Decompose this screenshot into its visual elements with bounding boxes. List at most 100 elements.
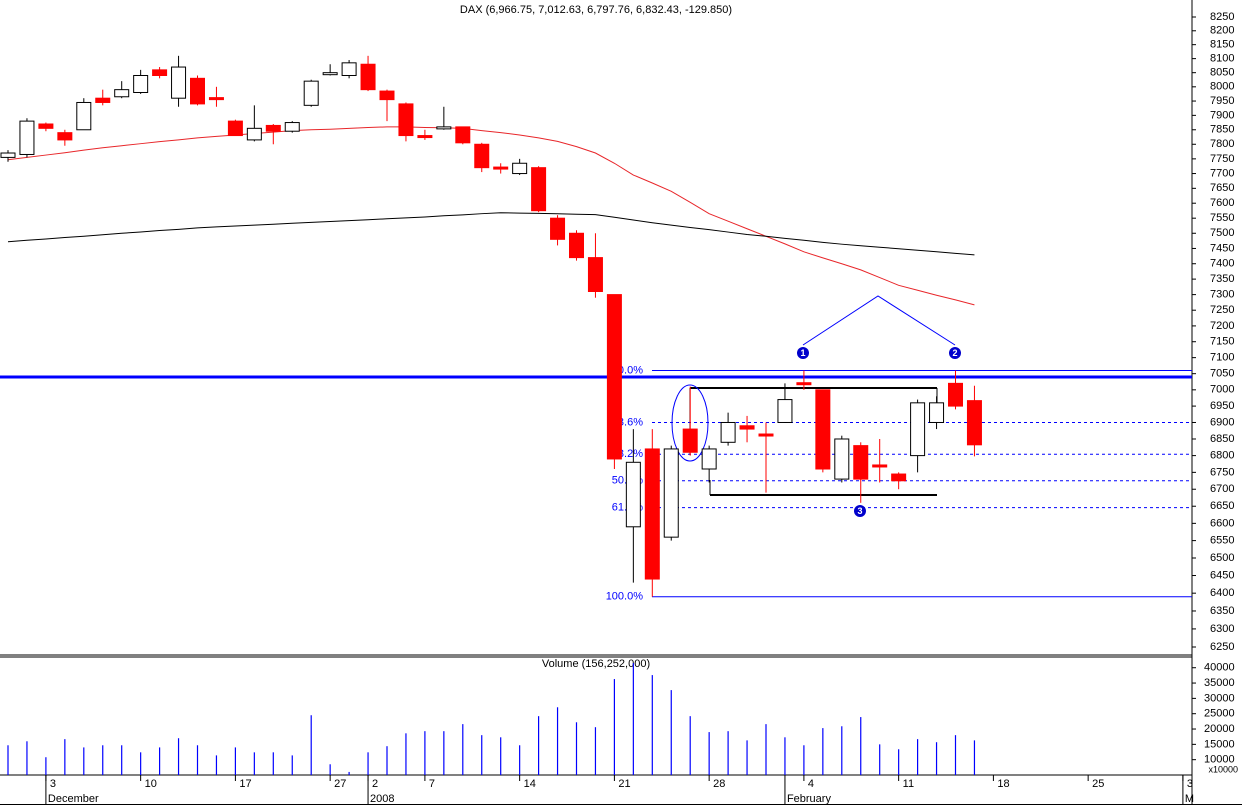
y-tick-label: 8000 — [1210, 81, 1234, 93]
moving-average — [7, 212, 975, 256]
candle-body — [891, 473, 907, 482]
candle-body — [0, 152, 16, 158]
candle-body — [796, 382, 812, 386]
y-tick-label: 7100 — [1210, 352, 1234, 364]
pattern-label: 3 — [857, 506, 862, 516]
y-tick-label: 6300 — [1210, 623, 1234, 635]
candle-body — [644, 448, 660, 580]
chart-title: DAX (6,966.75, 7,012.63, 6,797.76, 6,832… — [460, 4, 732, 16]
y-tick-label: 7400 — [1210, 258, 1234, 270]
candle-body — [114, 89, 130, 98]
candle-body — [152, 69, 168, 76]
y-tick-label: 8250 — [1210, 11, 1234, 23]
candle-body — [606, 294, 622, 460]
month-label: M — [1185, 793, 1194, 805]
y-tick-label: 7950 — [1210, 95, 1234, 107]
candle-body — [701, 448, 717, 470]
y-tick-label: 7750 — [1210, 153, 1234, 165]
y-tick-label: 7050 — [1210, 368, 1234, 380]
y-tick-label: 30000 — [1204, 692, 1235, 704]
candle-body — [758, 433, 774, 437]
candle-body — [910, 402, 926, 457]
y-tick-label: 7500 — [1210, 227, 1234, 239]
candle-body — [625, 461, 641, 528]
candle-body — [720, 421, 736, 443]
pattern-marker — [854, 505, 866, 517]
pattern-marker — [797, 347, 809, 359]
candle-body — [76, 101, 92, 131]
y-tick-label: 6550 — [1210, 535, 1234, 547]
y-tick-label: 8050 — [1210, 67, 1234, 79]
candle-body — [587, 257, 603, 292]
x-tick-label: 3 — [1187, 778, 1193, 790]
y-tick-label: 6650 — [1210, 500, 1234, 512]
candle-body — [493, 166, 509, 170]
candle-body — [227, 120, 243, 137]
candle-body — [663, 448, 679, 538]
y-tick-label: 7900 — [1210, 109, 1234, 121]
candle-body — [322, 72, 338, 76]
candle-body — [208, 97, 224, 101]
candle-body — [815, 389, 831, 470]
y-tick-label: 15000 — [1204, 738, 1235, 750]
month-label: February — [787, 793, 832, 805]
x-tick-label: 17 — [239, 778, 251, 790]
y-tick-label: 8200 — [1210, 25, 1234, 37]
y-tick-label: 7150 — [1210, 336, 1234, 348]
candle-body — [133, 74, 149, 93]
candle-body — [436, 126, 452, 130]
candle-body — [948, 382, 963, 407]
candle-body — [455, 126, 471, 144]
candle-body — [531, 167, 547, 212]
fib-label: 0.0% — [618, 364, 643, 376]
candle-body — [966, 400, 982, 446]
moving-average — [7, 126, 975, 306]
x-tick-label: 28 — [713, 778, 725, 790]
y-tick-label: 7700 — [1210, 167, 1234, 179]
candle-body — [853, 445, 869, 480]
y-tick-label: 7850 — [1210, 124, 1234, 136]
y-tick-label: 7000 — [1210, 384, 1234, 396]
x-tick-label: 27 — [334, 778, 346, 790]
x-tick-label: 11 — [903, 778, 914, 790]
x-tick-label: 18 — [997, 778, 1009, 790]
candle-body — [417, 135, 433, 139]
x-tick-label: 3 — [50, 778, 56, 790]
y-tick-label: 6850 — [1210, 433, 1234, 445]
y-tick-label: 7200 — [1210, 320, 1234, 332]
x-tick-label: 4 — [808, 778, 814, 790]
candle-body — [38, 123, 54, 129]
y-tick-label: 7650 — [1210, 182, 1234, 194]
candle-body — [512, 162, 528, 175]
candle-body — [265, 124, 281, 132]
x-tick-label: 14 — [524, 778, 536, 790]
y-tick-label: 35000 — [1204, 677, 1235, 689]
y-tick-label: 25000 — [1204, 708, 1235, 720]
y-tick-label: 6700 — [1210, 483, 1234, 495]
y-tick-label: 6800 — [1210, 450, 1234, 462]
y-tick-label: 6900 — [1210, 416, 1234, 428]
month-label: 2008 — [370, 793, 394, 805]
y-tick-label: 7600 — [1210, 197, 1234, 209]
candle-body — [303, 80, 319, 106]
candle-body — [95, 97, 111, 103]
y-tick-label: 7450 — [1210, 242, 1234, 254]
candle-body — [246, 127, 262, 141]
y-tick-label: 6950 — [1210, 400, 1234, 412]
candle-body — [739, 425, 755, 430]
y-tick-label: 6450 — [1210, 569, 1234, 581]
candle-body — [398, 103, 414, 137]
y-tick-label: 20000 — [1204, 723, 1235, 735]
candle-body — [19, 120, 35, 155]
y-tick-label: 6500 — [1210, 552, 1234, 564]
candle-body — [834, 438, 850, 480]
y-tick-label: 8150 — [1210, 39, 1234, 51]
volume-unit: x10000 — [1208, 764, 1238, 774]
fib-label: 100.0% — [606, 591, 644, 603]
pattern-line — [802, 295, 956, 346]
pattern-marker — [949, 347, 961, 359]
x-tick-label: 10 — [145, 778, 157, 790]
y-tick-label: 6400 — [1210, 587, 1234, 599]
x-tick-label: 7 — [429, 778, 435, 790]
